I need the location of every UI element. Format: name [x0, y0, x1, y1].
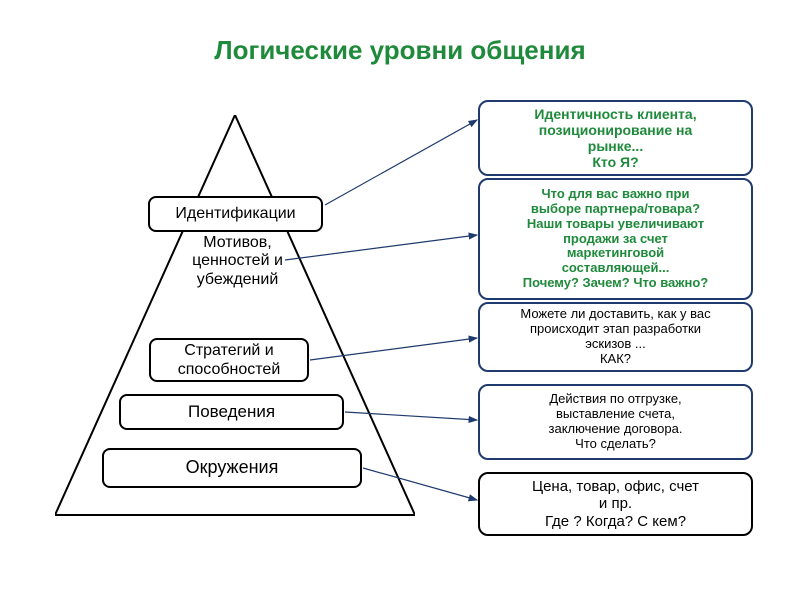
desc-line: выборе партнера/товара?	[531, 202, 700, 217]
desc-line: маркетинговой	[567, 246, 664, 261]
desc-line: эскизов ...	[585, 337, 645, 352]
desc-line: Наши товары увеличивают	[527, 217, 704, 232]
description-d3: Можете ли доставить, как у васпроисходит…	[478, 302, 753, 372]
pyramid-level-ident: Идентификации	[148, 196, 323, 232]
title-text: Логические уровни общения	[214, 35, 585, 65]
desc-line: составляющей...	[562, 261, 670, 276]
desc-line: Где ? Когда? С кем?	[545, 513, 686, 530]
page-title: Логические уровни общения	[0, 35, 800, 66]
pyramid-level-strat: Стратегий и способностей	[149, 338, 309, 382]
pyramid-level-env: Окружения	[102, 448, 362, 488]
description-d1: Идентичность клиента,позиционирование на…	[478, 100, 753, 176]
description-d4: Действия по отгрузке,выставление счета,з…	[478, 384, 753, 460]
desc-line: Что для вас важно при	[542, 187, 690, 202]
desc-line: выставление счета,	[556, 407, 675, 422]
desc-line: Цена, товар, офис, счет	[532, 478, 699, 495]
desc-line: Почему? Зачем? Что важно?	[523, 276, 709, 291]
desc-line: заключение договора.	[549, 422, 683, 437]
desc-line: Идентичность клиента,	[534, 106, 696, 122]
pyramid-level-behav: Поведения	[119, 394, 344, 430]
pyramid-level-motiv: Мотивов, ценностей и убеждений	[180, 234, 295, 289]
desc-line: Что сделать?	[575, 437, 656, 452]
description-d2: Что для вас важно привыборе партнера/тов…	[478, 178, 753, 300]
desc-line: рынке...	[588, 138, 643, 154]
desc-line: и пр.	[599, 495, 632, 512]
desc-line: продажи за счет	[563, 232, 668, 247]
desc-line: позиционирование на	[539, 122, 693, 138]
description-d5: Цена, товар, офис, счети пр.Где ? Когда?…	[478, 472, 753, 536]
desc-line: Действия по отгрузке,	[549, 392, 681, 407]
desc-line: Кто Я?	[592, 154, 638, 170]
desc-line: Можете ли доставить, как у вас	[520, 307, 710, 322]
desc-line: происходит этап разработки	[530, 322, 701, 337]
desc-line: КАК?	[600, 352, 631, 367]
